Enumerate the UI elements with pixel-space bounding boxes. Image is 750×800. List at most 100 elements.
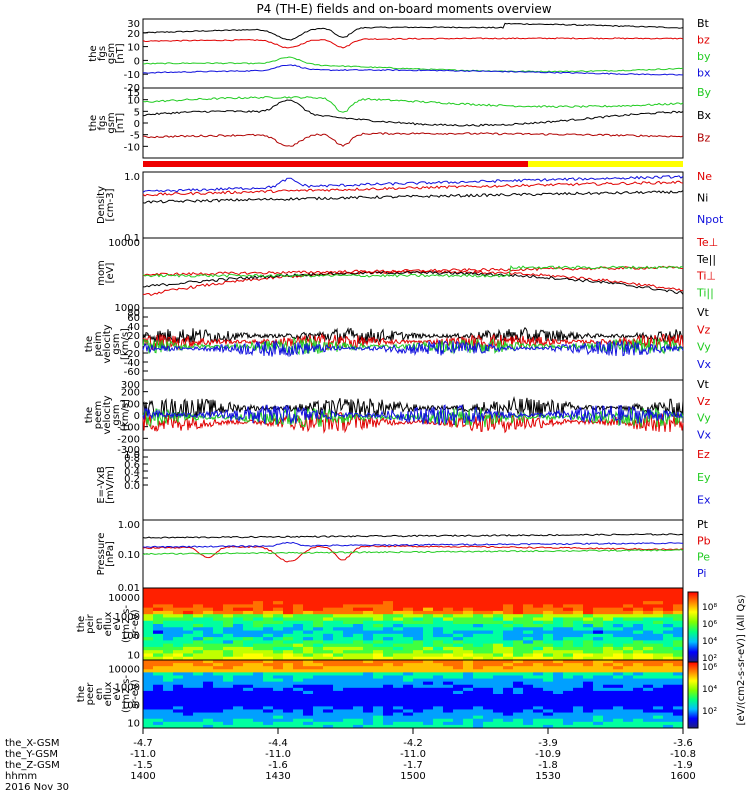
heatmap-cell: [143, 601, 154, 605]
heatmap-cell: [573, 624, 584, 628]
heatmap-cell: [263, 706, 274, 710]
heatmap-cell: [323, 663, 334, 667]
heatmap-cell: [343, 694, 354, 698]
heatmap-cell: [423, 653, 434, 658]
heatmap-cell: [333, 669, 344, 673]
heatmap-cell: [643, 591, 654, 596]
y-tick-label: 30: [127, 19, 140, 30]
heatmap-cell: [533, 663, 544, 667]
heatmap-cell: [453, 681, 464, 686]
heatmap-cell: [463, 706, 474, 710]
heatmap-cell: [623, 669, 634, 673]
heatmap-cell: [143, 721, 154, 726]
heatmap-cell: [323, 620, 334, 625]
heatmap-cell: [503, 656, 514, 661]
heatmap-cell: [393, 627, 404, 632]
legend-Te⊥: Te⊥: [696, 236, 718, 249]
heatmap-cell: [153, 675, 164, 680]
heatmap-cell: [613, 630, 624, 635]
heatmap-cell: [153, 591, 164, 596]
heatmap-cell: [233, 610, 244, 615]
y-tick-label: 0.10: [118, 550, 140, 561]
heatmap-cell: [193, 690, 204, 695]
heatmap-cell: [533, 656, 544, 661]
heatmap-cell: [203, 675, 214, 680]
heatmap-cell: [363, 614, 374, 618]
heatmap-cell: [163, 607, 174, 612]
heatmap-cell: [313, 669, 324, 673]
heatmap-cell: [153, 594, 164, 599]
heatmap-cell: [533, 675, 544, 680]
heatmap-cell: [203, 669, 214, 673]
heatmap-cell: [413, 669, 424, 673]
heatmap-cell: [463, 604, 474, 609]
heatmap-cell: [353, 614, 364, 618]
heatmap-cell: [513, 687, 524, 692]
heatmap-cell: [253, 724, 264, 729]
heatmap-cell: [303, 601, 314, 605]
legend-Ey: Ey: [697, 471, 711, 484]
heatmap-cell: [493, 614, 504, 618]
heatmap-cell: [483, 591, 494, 596]
heatmap-cell: [353, 591, 364, 596]
heatmap-cell: [163, 721, 174, 726]
heatmap-cell: [553, 594, 564, 599]
heatmap-cell: [593, 700, 604, 704]
heatmap-cell: [343, 690, 354, 695]
heatmap-cell: [223, 684, 234, 689]
heatmap-cell: [193, 630, 204, 635]
heatmap-cell: [373, 594, 384, 599]
heatmap-cell: [503, 643, 514, 648]
heatmap-cell: [463, 646, 474, 651]
heatmap-cell: [373, 607, 384, 612]
heatmap-cell: [623, 617, 634, 622]
heatmap-cell: [653, 703, 664, 707]
heatmap-cell: [633, 672, 644, 676]
heatmap-cell: [223, 660, 234, 664]
heatmap-cell: [383, 669, 394, 673]
heatmap-cell: [623, 627, 634, 632]
heatmap-cell: [623, 706, 634, 710]
heatmap-cell: [353, 715, 364, 720]
heatmap-cell: [283, 694, 294, 698]
heatmap-cell: [383, 604, 394, 609]
heatmap-cell: [403, 666, 414, 670]
heatmap-cell: [533, 591, 544, 596]
heatmap-cell: [453, 594, 464, 599]
heatmap-cell: [433, 718, 444, 723]
heatmap-cell: [593, 624, 604, 628]
heatmap-cell: [543, 703, 554, 707]
heatmap-cell: [563, 656, 574, 661]
heatmap-cell: [283, 653, 294, 658]
heatmap-cell: [483, 604, 494, 609]
heatmap-cell: [343, 663, 354, 667]
heatmap-cell: [353, 690, 364, 695]
heatmap-cell: [613, 712, 624, 717]
heatmap-cell: [463, 637, 474, 641]
heatmap-cell: [573, 724, 584, 729]
heatmap-cell: [233, 646, 244, 651]
legend-Npot: Npot: [697, 213, 724, 226]
heatmap-cell: [293, 694, 304, 698]
heatmap-cell: [463, 653, 474, 658]
heatmap-cell: [473, 715, 484, 720]
heatmap-cell: [403, 718, 414, 723]
heatmap-cell: [653, 614, 664, 618]
heatmap-cell: [503, 637, 514, 641]
heatmap-cell: [523, 678, 534, 683]
heatmap-cell: [583, 653, 594, 658]
heatmap-cell: [553, 703, 564, 707]
heatmap-cell: [173, 601, 184, 605]
heatmap-cell: [233, 669, 244, 673]
heatmap-cell: [623, 675, 634, 680]
heatmap-cell: [373, 666, 384, 670]
heatmap-cell: [383, 620, 394, 625]
heatmap-cell: [293, 620, 304, 625]
heatmap-cell: [413, 678, 424, 683]
heatmap-cell: [333, 620, 344, 625]
heatmap-cell: [353, 594, 364, 599]
legend-by: by: [697, 50, 711, 63]
heatmap-cell: [253, 624, 264, 628]
y-axis-label: [eV]: [105, 263, 116, 284]
heatmap-cell: [303, 681, 314, 686]
